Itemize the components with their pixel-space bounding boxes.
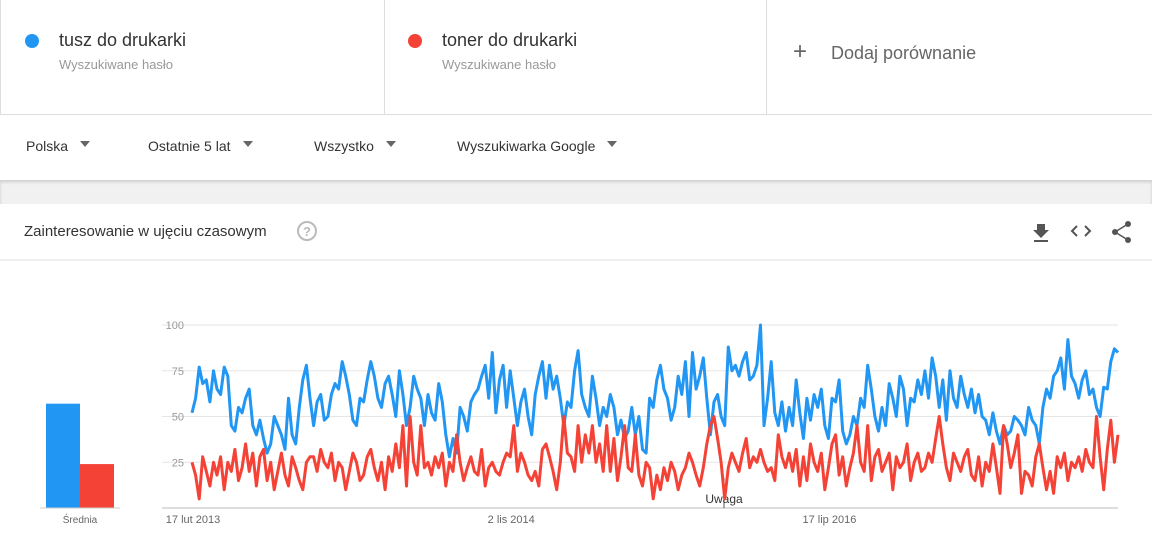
filter[interactable]: Polska <box>26 138 90 154</box>
add-compare-text: Dodaj porównanie <box>831 43 977 63</box>
filter[interactable]: Wszystko <box>314 138 396 154</box>
term-subtitle: Wyszukiwane hasło <box>442 57 557 72</box>
help-icon: ? <box>303 224 311 239</box>
x-tick-label: 2 lis 2014 <box>488 514 535 526</box>
term-name: tusz do drukarki <box>59 30 187 50</box>
help-icon[interactable] <box>297 221 317 241</box>
y-tick-label: 100 <box>166 320 184 332</box>
embed-icon[interactable] <box>1070 225 1092 237</box>
series-line <box>190 323 1120 459</box>
y-tick-label: 25 <box>172 457 184 469</box>
term-box[interactable]: tusz do drukarki Wyszukiwane hasło <box>0 0 385 115</box>
x-tick-label: 17 lut 2013 <box>166 514 220 526</box>
x-tick-label: 17 lip 2016 <box>802 514 856 526</box>
term-dot <box>408 34 422 48</box>
y-tick-label: 75 <box>172 366 184 378</box>
term-dot <box>25 34 39 48</box>
download-icon[interactable] <box>1033 224 1049 242</box>
plus-icon: + <box>793 38 808 65</box>
y-tick-label: 50 <box>172 412 184 424</box>
share-icon[interactable] <box>1112 221 1131 243</box>
filter[interactable]: Ostatnie 5 lat <box>148 138 253 154</box>
term-name: toner do drukarki <box>442 30 578 50</box>
filter[interactable]: Wyszukiwarka Google <box>457 138 617 154</box>
card-title: Zainteresowanie w ujęciu czasowym <box>24 223 267 240</box>
average-label: Średnia <box>63 513 98 526</box>
separator-band <box>0 180 1152 204</box>
term-subtitle: Wyszukiwane hasło <box>59 57 174 72</box>
add-compare[interactable]: + Dodaj porównanie <box>767 0 1152 115</box>
series-line <box>190 415 1120 501</box>
average-bar <box>46 403 80 508</box>
term-box[interactable]: toner do drukarki Wyszukiwane hasło <box>384 0 767 115</box>
average-bar <box>80 464 114 508</box>
